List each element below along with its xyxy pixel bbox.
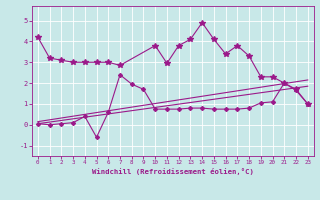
X-axis label: Windchill (Refroidissement éolien,°C): Windchill (Refroidissement éolien,°C): [92, 168, 254, 175]
